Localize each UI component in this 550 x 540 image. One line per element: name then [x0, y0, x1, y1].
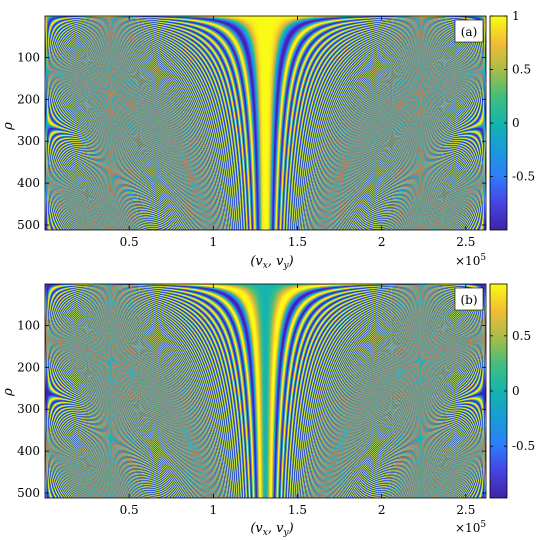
panel-b: 0.5 1 1.5 2 2.5 100 200 300 400 500 (b) (vx, vy)… [1, 283, 535, 538]
x-tick-label: 0.5 [120, 503, 139, 517]
plot-frame-a [44, 15, 487, 231]
x-axis-label-b: (vx, vy) [250, 521, 293, 538]
panel-tag-b: (b) [460, 293, 477, 307]
plot-frame-b [44, 283, 487, 499]
x-tick-label: 2.5 [456, 235, 475, 249]
x-axis-label-a: (vx, vy) [250, 254, 293, 271]
y-tick-label: 500 [17, 218, 40, 232]
colorbar-ticks-b: 0.5 0 -0.5 [490, 329, 535, 453]
colorbar-image-b [490, 284, 507, 498]
colorbar-tick-label: -0.5 [512, 170, 535, 184]
colorbar-tick-label: 0.5 [512, 329, 531, 343]
y-axis-label-a: ρ [1, 122, 16, 131]
y-tick-label: 100 [17, 318, 40, 332]
x-ticks-a: 0.5 1 1.5 2 2.5 [120, 16, 475, 249]
heatmap-image-a [45, 16, 486, 230]
panel-tag-box-b: (b) [454, 287, 484, 311]
x-tick-label: 1 [210, 503, 218, 517]
colorbar-ticks-a: 1 0.5 0 -0.5 [490, 9, 535, 184]
panel-a: 0.5 1 1.5 2 2.5 100 200 300 400 500 (a) (vx, vy)… [1, 9, 535, 271]
y-tick-label: 400 [17, 176, 40, 190]
y-tick-label: 200 [17, 92, 40, 106]
y-ticks-b: 100 200 300 400 500 [17, 318, 486, 500]
x-exponent-b: ×105 [455, 520, 486, 535]
y-tick-label: 300 [17, 134, 40, 148]
x-tick-label: 2.5 [456, 503, 475, 517]
y-tick-label: 200 [17, 360, 40, 374]
x-tick-label: 2 [378, 235, 386, 249]
panel-tag-a: (a) [461, 25, 478, 39]
x-tick-label: 1.5 [288, 235, 307, 249]
colorbar-tick-label: -0.5 [512, 439, 535, 453]
x-ticks-b: 0.5 1 1.5 2 2.5 [120, 284, 475, 517]
y-tick-label: 100 [17, 50, 40, 64]
heatmap-image-b [45, 284, 486, 498]
y-axis-label-b: ρ [1, 388, 16, 397]
colorbar-image-a [490, 16, 507, 230]
colorbar-tick-label: 0 [512, 116, 520, 130]
x-tick-label: 1.5 [288, 503, 307, 517]
y-tick-label: 400 [17, 444, 40, 458]
x-tick-label: 2 [378, 503, 386, 517]
panel-tag-box-a: (a) [454, 19, 484, 43]
x-tick-label: 0.5 [120, 235, 139, 249]
x-exponent-a: ×105 [455, 253, 486, 268]
x-tick-label: 1 [210, 235, 218, 249]
y-ticks-a: 100 200 300 400 500 [17, 50, 486, 232]
colorbar-tick-label: 0.5 [512, 63, 531, 77]
colorbar-tick-label: 0 [512, 384, 520, 398]
colorbar-tick-label: 1 [512, 9, 520, 23]
y-tick-label: 500 [17, 486, 40, 500]
y-tick-label: 300 [17, 402, 40, 416]
